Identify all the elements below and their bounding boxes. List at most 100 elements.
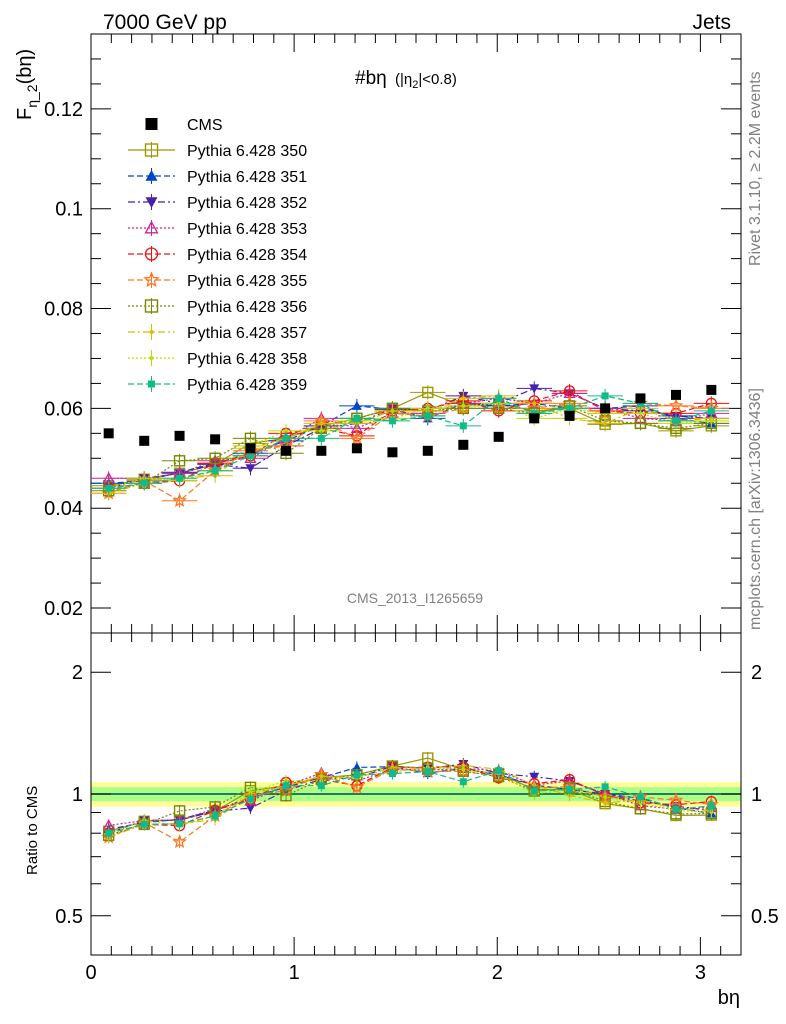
marker [145, 170, 158, 181]
legend-item: CMS [145, 117, 223, 134]
legend-item: Pythia 6.428 351 [128, 168, 307, 186]
marker [529, 772, 540, 782]
legend-label: Pythia 6.428 352 [187, 195, 307, 212]
marker [210, 434, 221, 445]
series-pythia-6-428-350 [90, 385, 730, 493]
marker [282, 434, 290, 442]
marker [706, 384, 717, 395]
ratio-ylabel: Ratio to CMS [24, 786, 41, 875]
marker [388, 770, 396, 778]
marker [174, 430, 185, 441]
series-line [108, 395, 712, 489]
marker [603, 794, 608, 799]
marker [319, 428, 324, 433]
series-line [108, 402, 712, 489]
legend-label: Pythia 6.428 353 [187, 221, 307, 238]
ratio-ytick-label: 0.5 [55, 906, 83, 928]
series-line [108, 402, 712, 502]
legend-item: Pythia 6.428 354 [128, 246, 307, 264]
marker [668, 398, 684, 413]
ratio-line [108, 767, 712, 826]
marker [149, 356, 154, 360]
marker [709, 809, 714, 814]
mcplots-label: mcplots.cern.ch [arXiv:1306.3436] [747, 388, 764, 630]
marker [707, 407, 715, 415]
marker [349, 430, 365, 445]
series-pythia-6-428-353 [90, 386, 730, 486]
legend: CMS Pythia 6.428 350 Pythia 6.428 351 Pythi… [128, 117, 307, 394]
marker [495, 767, 503, 775]
marker [176, 474, 184, 482]
marker [172, 492, 187, 508]
x-axis-label: bη [718, 987, 740, 1009]
marker [600, 403, 611, 414]
legend-item: Pythia 6.428 358 [128, 350, 307, 368]
legend-label: Pythia 6.428 350 [187, 143, 307, 160]
main-panel: 0.02 0.04 0.06 0.08 0.1 0.12 #bη (|η2|<0.8) C… [14, 33, 742, 634]
marker [211, 812, 219, 820]
ratio-ticks: 0 1 2 3 0.5 0.5 1 1 2 2 [55, 633, 779, 984]
marker [349, 779, 365, 794]
marker [390, 408, 395, 413]
marker [353, 771, 361, 779]
series-pythia-6-428-359 [90, 388, 730, 496]
marker [601, 392, 609, 400]
series-cms [103, 384, 717, 458]
legend-item: Pythia 6.428 352 [128, 194, 307, 212]
analysis-id: CMS_2013_I1265659 [347, 590, 483, 606]
marker [532, 401, 537, 406]
legend-item: Pythia 6.428 350 [128, 142, 307, 160]
ratio-line [108, 765, 712, 836]
marker [103, 428, 114, 439]
marker [245, 804, 256, 814]
main-ytick-label: 0.04 [44, 498, 83, 520]
ratio-line [108, 770, 712, 834]
marker [144, 143, 159, 157]
ratio-xtick-label: 2 [492, 962, 503, 984]
ratio-xtick-label: 0 [85, 962, 96, 984]
marker [246, 452, 254, 460]
marker [246, 795, 254, 803]
ratio-series-pythia-6-428-359 [105, 764, 715, 840]
legend-item: Pythia 6.428 353 [128, 220, 307, 238]
marker [495, 394, 503, 402]
marker [351, 400, 362, 410]
marker [317, 434, 325, 442]
marker [105, 484, 113, 492]
main-ytick-label: 0.02 [44, 598, 83, 620]
legend-label: Pythia 6.428 356 [187, 299, 307, 316]
marker [387, 447, 398, 458]
marker [564, 410, 575, 421]
marker [709, 418, 714, 423]
marker [176, 820, 184, 828]
marker [173, 455, 186, 467]
marker [668, 792, 684, 807]
marker [529, 384, 540, 394]
ratio-series [101, 752, 719, 849]
legend-label: CMS [187, 117, 223, 134]
marker [248, 790, 253, 795]
ratio-xtick-label: 1 [289, 962, 300, 984]
marker [601, 783, 609, 791]
ratio-line [108, 764, 712, 838]
marker [317, 782, 325, 790]
marker [284, 428, 288, 433]
main-ticks: 0.02 0.04 0.06 0.08 0.1 0.12 [44, 33, 742, 634]
ratio-ytick-label-right: 1 [751, 784, 762, 806]
marker [603, 801, 608, 806]
ratio-ytick-label-right: 0.5 [751, 906, 779, 928]
marker [422, 386, 434, 399]
marker [316, 445, 327, 456]
marker [638, 411, 643, 416]
legend-label: Pythia 6.428 354 [187, 247, 307, 264]
marker [319, 421, 324, 426]
marker [671, 389, 681, 400]
marker [635, 393, 646, 404]
marker [529, 413, 540, 424]
legend-item: Pythia 6.428 359 [128, 376, 307, 394]
marker [149, 330, 154, 334]
marker [603, 421, 608, 426]
marker [281, 445, 291, 456]
rivet-label: Rivet 3.1.10, ≥ 2.2M events [747, 71, 764, 266]
